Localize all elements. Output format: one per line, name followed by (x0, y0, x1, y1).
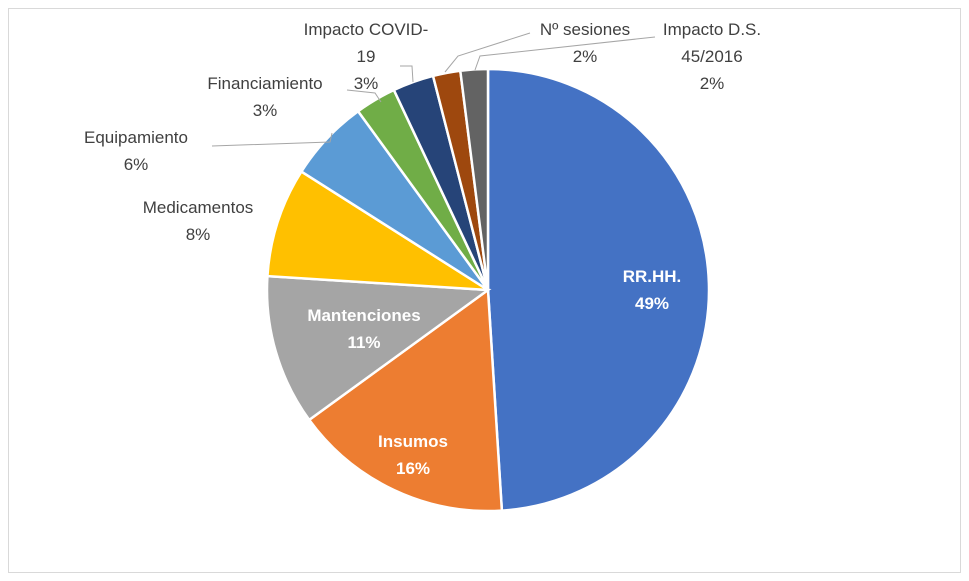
value-label: 3% (252, 101, 278, 120)
leader-line (400, 65, 414, 83)
value-label: 3% (353, 74, 379, 93)
data-label: Mantenciones 11% (284, 302, 444, 356)
pie-slice (266, 169, 489, 292)
value-label: 8% (185, 225, 211, 244)
leader-line (444, 32, 531, 73)
pie-slice (486, 67, 711, 512)
value-label: 16% (395, 459, 431, 478)
value-label: 2% (572, 47, 598, 66)
leader-line (346, 89, 382, 103)
category-label: Financiamiento (207, 74, 323, 93)
pie-slice (458, 67, 490, 291)
category-label: Nº sesiones (539, 20, 631, 39)
category-label: RR.HH. (622, 267, 682, 286)
category-label: Impacto COVID-19 (303, 20, 429, 66)
pie-slice (265, 274, 492, 422)
category-label: Impacto D.S. 45/2016 (662, 20, 762, 66)
category-label: Medicamentos (142, 198, 254, 217)
data-label: Nº sesiones 2% (520, 16, 650, 70)
data-label: Financiamiento 3% (180, 70, 350, 124)
value-label: 2% (699, 74, 725, 93)
value-label: 49% (634, 294, 670, 313)
value-label: 11% (347, 333, 381, 352)
data-label: Impacto D.S. 45/2016 2% (656, 16, 768, 97)
data-label: Equipamiento 6% (51, 124, 221, 178)
data-label: RR.HH. 49% (582, 263, 722, 317)
data-label: Insumos 16% (343, 428, 483, 482)
leader-line (474, 36, 656, 71)
category-label: Mantenciones (307, 306, 421, 325)
value-label: 6% (123, 155, 149, 174)
data-label: Medicamentos 8% (108, 194, 288, 248)
pie-slice (307, 287, 504, 513)
leader-line (211, 132, 333, 147)
category-label: Equipamiento (84, 128, 188, 147)
data-label: Impacto COVID-19 3% (299, 16, 434, 97)
category-label: Insumos (378, 432, 448, 451)
